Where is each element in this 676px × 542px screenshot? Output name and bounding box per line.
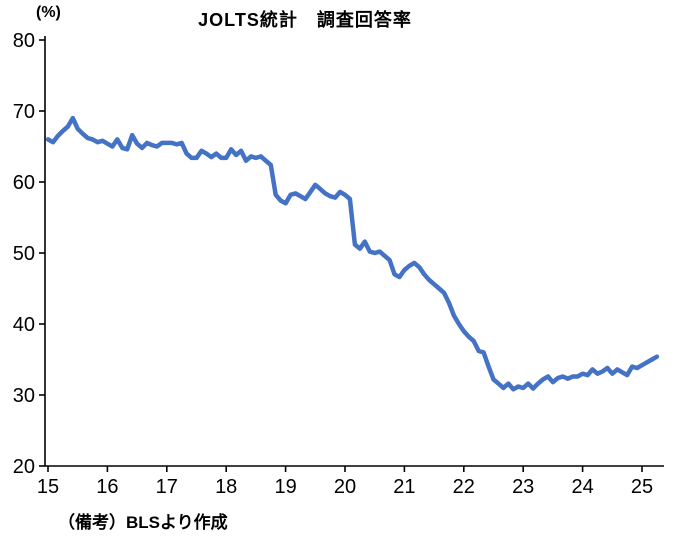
x-tick-label: 22 xyxy=(453,476,475,498)
y-tick-label: 70 xyxy=(13,101,35,123)
x-tick-label: 21 xyxy=(393,476,415,498)
y-tick-label: 20 xyxy=(13,456,35,478)
y-axis-unit-label: (%) xyxy=(36,4,61,21)
y-tick-label: 80 xyxy=(13,30,35,52)
x-tick-label: 19 xyxy=(274,476,296,498)
x-tick-label: 18 xyxy=(215,476,237,498)
x-tick-label: 23 xyxy=(512,476,534,498)
x-tick-label: 15 xyxy=(37,476,59,498)
x-tick-label: 25 xyxy=(631,476,653,498)
y-tick-label: 60 xyxy=(13,172,35,194)
response-rate-series-line xyxy=(45,115,660,392)
x-tick-label: 24 xyxy=(571,476,593,498)
y-tick-label: 50 xyxy=(13,243,35,265)
x-tick-label: 16 xyxy=(96,476,118,498)
y-tick-label: 40 xyxy=(13,314,35,336)
x-tick-label: 20 xyxy=(334,476,356,498)
source-note: （備考）BLSより作成 xyxy=(58,513,228,532)
chart-title: JOLTS統計 調査回答率 xyxy=(198,10,412,30)
x-tick-label: 17 xyxy=(156,476,178,498)
y-tick-label: 30 xyxy=(13,385,35,407)
